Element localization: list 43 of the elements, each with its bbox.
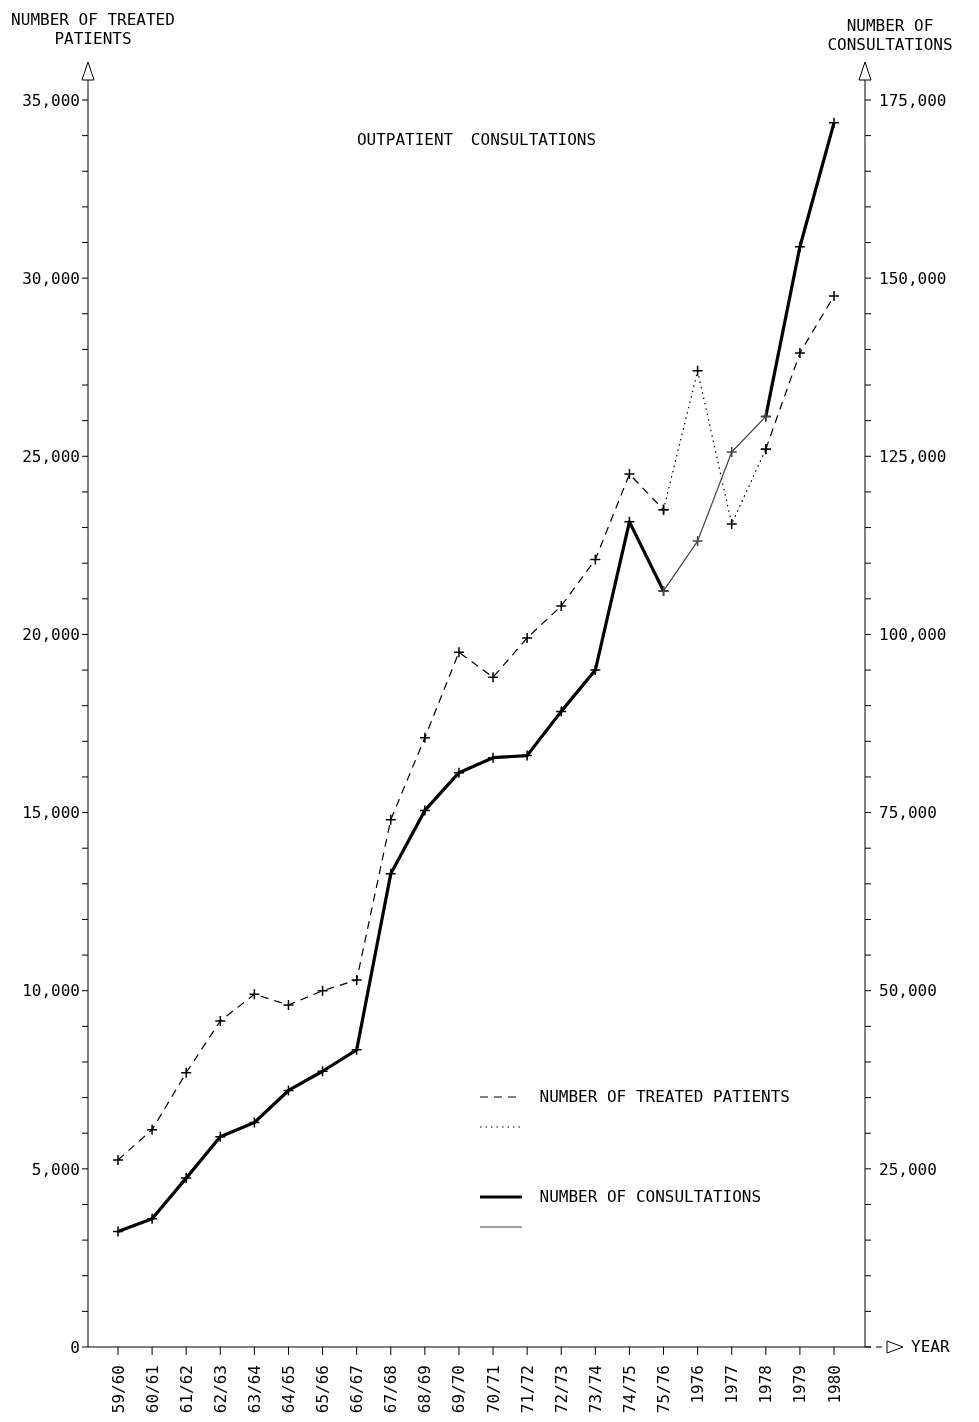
x-tick-label: 63/64 (244, 1365, 264, 1414)
y2-tick-label: 25,000 (879, 1159, 937, 1179)
x-tick-label: 74/75 (619, 1365, 639, 1414)
y2-tick-label: 175,000 (879, 90, 947, 110)
y2-axis-title: NUMBER OF CONSULTATIONS (826, 16, 954, 54)
y-tick-label: 30,000 (22, 268, 80, 288)
x-tick-label: 75/76 (654, 1365, 674, 1414)
x-tick-label: 64/65 (278, 1365, 298, 1414)
text: OUTPATIENT CONSULTATIONS (355, 130, 598, 149)
x-tick-label: 73/74 (585, 1365, 605, 1414)
x-tick-label: 65/66 (313, 1365, 333, 1414)
y2-tick-label: 75,000 (879, 803, 937, 823)
y-tick-label: 35,000 (22, 90, 80, 110)
x-tick-label: 1977 (722, 1365, 742, 1404)
x-tick-label: 69/70 (449, 1365, 469, 1414)
x-tick-label: 1980 (824, 1365, 844, 1404)
y2-tick-label: 50,000 (879, 981, 937, 1001)
y-tick-label: 0 (70, 1337, 80, 1357)
x-tick-label: 70/71 (483, 1365, 503, 1414)
x-tick-label: 66/67 (347, 1365, 367, 1414)
x-tick-label: 67/68 (381, 1365, 401, 1414)
x-tick-label: 72/73 (551, 1365, 571, 1414)
y2-tick-label: 125,000 (879, 446, 947, 466)
x-tick-label: 71/72 (517, 1365, 537, 1414)
x-tick-label: 1979 (790, 1365, 810, 1404)
y-tick-label: 20,000 (22, 625, 80, 645)
y-tick-label: 15,000 (22, 803, 80, 823)
y-tick-label: 5,000 (31, 1159, 80, 1179)
x-tick-label: 59/60 (108, 1365, 128, 1414)
legend-label: NUMBER OF TREATED PATIENTS (539, 1086, 790, 1108)
y-tick-label: 25,000 (22, 446, 80, 466)
x-tick-label: 68/69 (415, 1365, 435, 1414)
y2-tick-label: 100,000 (879, 625, 947, 645)
x-tick-label: 1976 (688, 1365, 708, 1404)
x-tick-label: 1978 (756, 1365, 776, 1404)
x-axis-title: YEAR (911, 1337, 950, 1356)
y2-tick-label: 150,000 (879, 268, 947, 288)
x-tick-label: 62/63 (210, 1365, 230, 1414)
legend-label: NUMBER OF CONSULTATIONS (539, 1186, 762, 1208)
x-tick-label: 60/61 (142, 1365, 162, 1414)
y-tick-label: 10,000 (22, 981, 80, 1001)
x-tick-label: 61/62 (176, 1365, 196, 1414)
y-axis-title: NUMBER OF TREATED PATIENTS (10, 10, 176, 48)
